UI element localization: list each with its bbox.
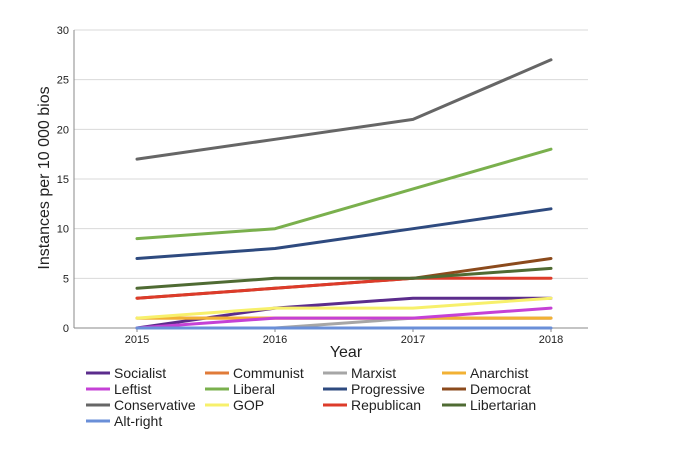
x-tick-label: 2015 bbox=[125, 334, 149, 346]
legend-label-anarchist: Anarchist bbox=[470, 365, 528, 381]
y-tick-label: 10 bbox=[57, 224, 69, 236]
y-tick-label: 5 bbox=[63, 273, 69, 285]
x-tick-label: 2018 bbox=[539, 334, 563, 346]
series-lines bbox=[135, 58, 553, 330]
series-line-libertarian bbox=[135, 266, 553, 290]
series-line-leftist bbox=[135, 306, 553, 330]
legend-label-communist: Communist bbox=[233, 365, 304, 381]
legend-label-conservative: Conservative bbox=[114, 397, 196, 413]
series-line-liberal bbox=[135, 147, 553, 241]
series-line-republican bbox=[135, 276, 553, 300]
y-tick-label: 15 bbox=[57, 174, 69, 186]
legend-label-gop: GOP bbox=[233, 397, 264, 413]
x-axis-title: Year bbox=[330, 344, 363, 361]
legend-label-socialist: Socialist bbox=[114, 365, 166, 381]
legend: Socialist Communist Marxist Anarchist Leftis… bbox=[86, 365, 536, 429]
y-axis-title: Instances per 10 000 bios bbox=[36, 86, 53, 269]
legend-label-marxist: Marxist bbox=[351, 365, 396, 381]
tick-labels: 0 5 10 15 20 25 30 2015 2016 2017 2018 bbox=[57, 25, 563, 346]
legend-label-leftist: Leftist bbox=[114, 381, 151, 397]
legend-label-libertarian: Libertarian bbox=[470, 397, 536, 413]
y-tick-label: 20 bbox=[57, 124, 69, 136]
legend-label-democrat: Democrat bbox=[470, 381, 531, 397]
y-tick-label: 25 bbox=[57, 75, 69, 87]
series-line-progressive bbox=[135, 207, 553, 260]
legend-label-progressive: Progressive bbox=[351, 381, 425, 397]
x-tick-label: 2016 bbox=[263, 334, 287, 346]
legend-label-alt-right: Alt-right bbox=[114, 413, 162, 429]
legend-label-republican: Republican bbox=[351, 397, 421, 413]
x-tick-label: 2017 bbox=[401, 334, 425, 346]
series-line-conservative bbox=[135, 58, 553, 161]
y-tick-label: 30 bbox=[57, 25, 69, 37]
y-tick-label: 0 bbox=[63, 323, 69, 335]
series-line-gop bbox=[135, 296, 553, 320]
legend-label-liberal: Liberal bbox=[233, 381, 275, 397]
